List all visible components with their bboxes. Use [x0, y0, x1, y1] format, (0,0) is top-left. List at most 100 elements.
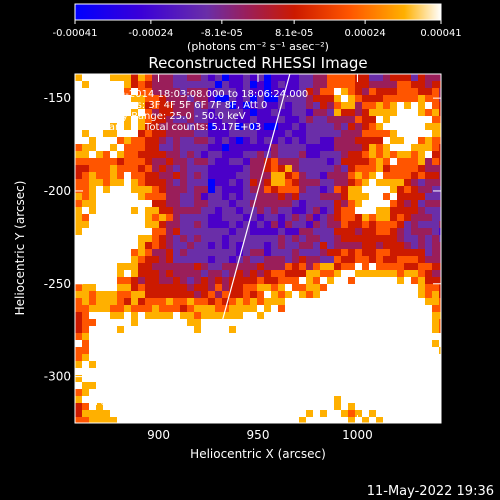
heatmap-cell: [180, 347, 187, 354]
heatmap-cell: [131, 319, 138, 326]
heatmap-cell: [194, 144, 201, 151]
heatmap-cell: [208, 137, 215, 144]
heatmap-cell: [292, 200, 299, 207]
heatmap-cell: [411, 151, 418, 158]
heatmap-cell: [180, 130, 187, 137]
heatmap-cell: [187, 158, 194, 165]
heatmap-cell: [432, 277, 439, 284]
heatmap-cell: [257, 340, 264, 347]
heatmap-cell: [404, 396, 411, 403]
heatmap-cell: [131, 340, 138, 347]
heatmap-cell: [327, 207, 334, 214]
heatmap-cell: [376, 165, 383, 172]
heatmap-cell: [173, 340, 180, 347]
heatmap-cell: [278, 207, 285, 214]
heatmap-cell: [383, 277, 390, 284]
heatmap-cell: [82, 235, 89, 242]
heatmap-cell: [82, 368, 89, 375]
heatmap-cell: [292, 270, 299, 277]
heatmap-cell: [138, 88, 145, 95]
heatmap-cell: [96, 144, 103, 151]
heatmap-cell: [173, 347, 180, 354]
heatmap-cell: [320, 158, 327, 165]
heatmap-cell: [376, 396, 383, 403]
heatmap-cell: [215, 284, 222, 291]
heatmap-cell: [110, 81, 117, 88]
heatmap-cell: [96, 81, 103, 88]
heatmap-cell: [376, 319, 383, 326]
heatmap-cell: [327, 74, 334, 81]
heatmap-cell: [411, 179, 418, 186]
heatmap-cell: [187, 109, 194, 116]
heatmap-cell: [390, 277, 397, 284]
heatmap-cell: [103, 207, 110, 214]
heatmap-cell: [306, 207, 313, 214]
heatmap-cell: [411, 361, 418, 368]
heatmap-cell: [82, 284, 89, 291]
heatmap-cell: [173, 130, 180, 137]
heatmap-cell: [236, 158, 243, 165]
heatmap-cell: [313, 417, 320, 423]
heatmap-cell: [334, 95, 341, 102]
heatmap-cell: [180, 193, 187, 200]
heatmap-cell: [110, 347, 117, 354]
heatmap-cell: [138, 214, 145, 221]
heatmap-cell: [208, 109, 215, 116]
heatmap-cell: [110, 242, 117, 249]
heatmap-cell: [341, 95, 348, 102]
heatmap-cell: [348, 137, 355, 144]
heatmap-cell: [187, 305, 194, 312]
heatmap-cell: [306, 403, 313, 410]
heatmap-cell: [110, 151, 117, 158]
heatmap-cell: [173, 298, 180, 305]
heatmap-cell: [229, 88, 236, 95]
heatmap-cell: [166, 179, 173, 186]
heatmap-cell: [215, 361, 222, 368]
heatmap-cell: [180, 137, 187, 144]
heatmap-cell: [89, 263, 96, 270]
heatmap-cell: [411, 144, 418, 151]
heatmap-cell: [215, 410, 222, 417]
heatmap-cell: [159, 312, 166, 319]
heatmap-cell: [348, 284, 355, 291]
heatmap-cell: [124, 375, 131, 382]
heatmap-cell: [138, 102, 145, 109]
heatmap-cell: [89, 123, 96, 130]
heatmap-cell: [320, 256, 327, 263]
heatmap-cell: [236, 109, 243, 116]
heatmap-cell: [306, 396, 313, 403]
heatmap-cell: [327, 256, 334, 263]
heatmap-cell: [166, 130, 173, 137]
heatmap-cell: [250, 319, 257, 326]
heatmap-cell: [124, 298, 131, 305]
heatmap-cell: [187, 375, 194, 382]
heatmap-cell: [327, 263, 334, 270]
heatmap-cell: [159, 263, 166, 270]
heatmap-cell: [215, 102, 222, 109]
heatmap-cell: [208, 270, 215, 277]
heatmap-cell: [103, 137, 110, 144]
heatmap-cell: [236, 319, 243, 326]
heatmap-cell: [355, 74, 362, 81]
heatmap-cell: [173, 389, 180, 396]
heatmap-cell: [390, 340, 397, 347]
heatmap-cell: [348, 270, 355, 277]
heatmap-cell: [110, 389, 117, 396]
heatmap-cell: [376, 102, 383, 109]
heatmap-cell: [439, 249, 441, 256]
heatmap-cell: [432, 270, 439, 277]
heatmap-cell: [432, 319, 439, 326]
heatmap-cell: [292, 382, 299, 389]
heatmap-cell: [362, 270, 369, 277]
heatmap-cell: [208, 347, 215, 354]
heatmap-cell: [278, 137, 285, 144]
heatmap-cell: [208, 396, 215, 403]
heatmap-cell: [138, 109, 145, 116]
heatmap-cell: [243, 193, 250, 200]
heatmap-cell: [439, 347, 441, 354]
heatmap-cell: [334, 382, 341, 389]
heatmap-cell: [208, 179, 215, 186]
heatmap-cell: [180, 263, 187, 270]
heatmap-cell: [369, 151, 376, 158]
heatmap-cell: [194, 74, 201, 81]
